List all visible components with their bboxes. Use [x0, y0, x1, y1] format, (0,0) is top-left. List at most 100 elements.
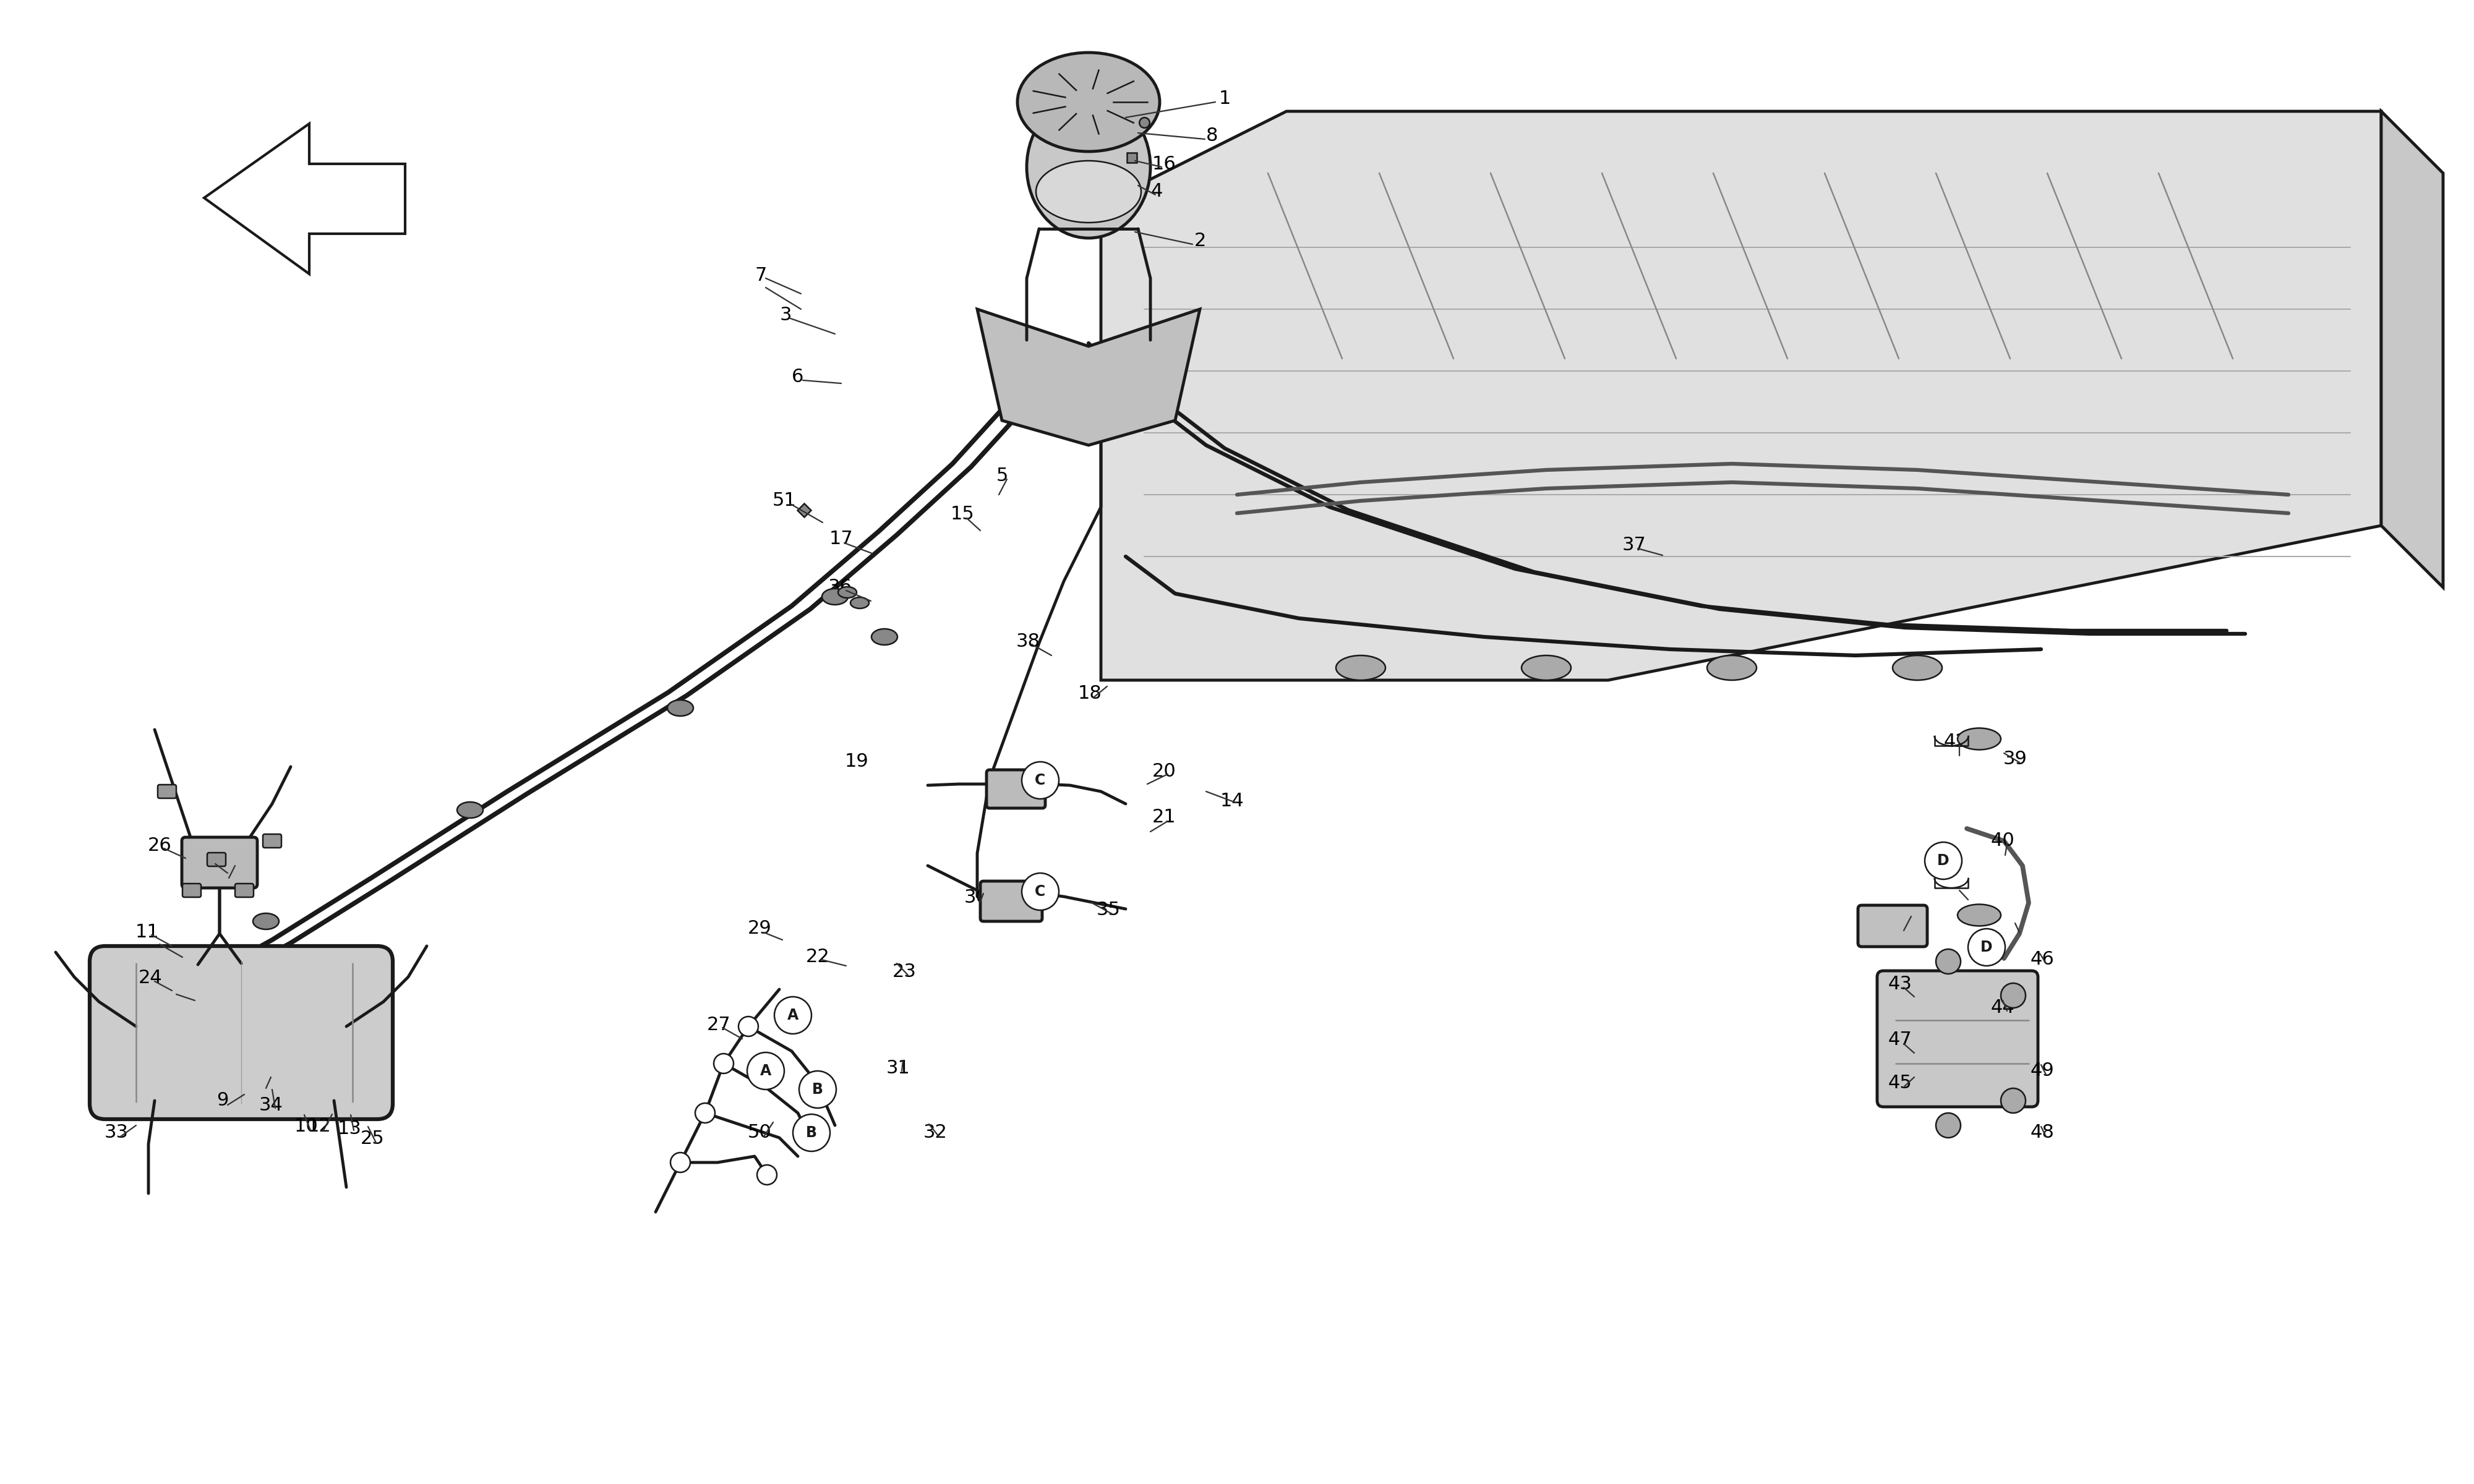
Circle shape — [1969, 929, 2004, 966]
Ellipse shape — [458, 801, 482, 818]
Text: 45: 45 — [1888, 1074, 1912, 1092]
Text: 1: 1 — [1220, 91, 1230, 108]
Text: 48: 48 — [2031, 1123, 2053, 1141]
Ellipse shape — [1522, 656, 1571, 680]
Text: 32: 32 — [923, 1123, 948, 1141]
Text: 51: 51 — [772, 491, 797, 510]
Circle shape — [1935, 950, 1959, 974]
Text: 17: 17 — [829, 530, 854, 548]
Text: 15: 15 — [950, 506, 975, 524]
Ellipse shape — [851, 597, 868, 608]
Ellipse shape — [668, 700, 693, 715]
Circle shape — [1022, 873, 1059, 910]
Text: 10: 10 — [294, 1117, 319, 1135]
FancyBboxPatch shape — [262, 834, 282, 847]
Text: 27: 27 — [708, 1015, 730, 1033]
Text: 42: 42 — [1945, 733, 1967, 751]
Ellipse shape — [1027, 96, 1150, 237]
Circle shape — [713, 1054, 732, 1073]
Circle shape — [747, 1052, 784, 1089]
Text: 7: 7 — [755, 266, 767, 283]
FancyBboxPatch shape — [1878, 971, 2039, 1107]
Text: 34: 34 — [260, 1097, 282, 1114]
Text: 19: 19 — [844, 752, 868, 770]
Text: 25: 25 — [361, 1129, 383, 1149]
Text: 36: 36 — [829, 579, 851, 597]
Text: 38: 38 — [1017, 632, 1039, 650]
FancyBboxPatch shape — [208, 853, 225, 867]
Text: 26: 26 — [148, 837, 171, 855]
Text: 44: 44 — [1992, 999, 2014, 1017]
Circle shape — [799, 1071, 836, 1109]
Text: 28: 28 — [200, 852, 223, 870]
FancyBboxPatch shape — [183, 837, 257, 887]
Ellipse shape — [1957, 904, 2001, 926]
Text: 12: 12 — [307, 1117, 332, 1135]
Text: 14: 14 — [1220, 792, 1244, 810]
Text: 20: 20 — [1153, 763, 1175, 781]
Text: 24: 24 — [139, 969, 163, 987]
Text: 23: 23 — [893, 963, 915, 981]
Text: D: D — [1937, 853, 1950, 868]
Ellipse shape — [252, 913, 280, 929]
Polygon shape — [977, 309, 1200, 445]
Text: B: B — [811, 1082, 824, 1097]
Ellipse shape — [1707, 656, 1757, 680]
Text: 47: 47 — [1888, 1031, 1912, 1049]
Circle shape — [1925, 841, 1962, 879]
Text: 40: 40 — [1992, 833, 2014, 850]
Circle shape — [670, 1153, 690, 1172]
Ellipse shape — [839, 586, 856, 598]
Text: 16: 16 — [1153, 154, 1175, 172]
Text: 49: 49 — [2031, 1063, 2053, 1080]
FancyBboxPatch shape — [1858, 905, 1927, 947]
Circle shape — [1935, 1113, 1959, 1138]
Text: 50: 50 — [747, 1123, 772, 1141]
Circle shape — [737, 1017, 757, 1036]
FancyBboxPatch shape — [89, 947, 393, 1119]
Circle shape — [1022, 761, 1059, 798]
Text: 29: 29 — [747, 920, 772, 938]
Ellipse shape — [1957, 729, 2001, 749]
Ellipse shape — [1893, 656, 1942, 680]
Circle shape — [757, 1165, 777, 1184]
Circle shape — [774, 997, 811, 1034]
Text: B: B — [807, 1125, 816, 1140]
Text: C: C — [1034, 884, 1047, 899]
Text: A: A — [760, 1064, 772, 1079]
Circle shape — [2001, 982, 2026, 1008]
Text: 41: 41 — [1888, 919, 1912, 936]
Text: 33: 33 — [104, 1123, 129, 1141]
Circle shape — [792, 1114, 831, 1152]
Text: 30: 30 — [965, 889, 987, 907]
Text: 8: 8 — [1207, 128, 1217, 145]
Ellipse shape — [821, 589, 849, 605]
Text: 43: 43 — [1888, 975, 1912, 993]
Text: 3: 3 — [779, 306, 792, 325]
FancyBboxPatch shape — [183, 883, 200, 898]
FancyBboxPatch shape — [235, 883, 255, 898]
FancyBboxPatch shape — [158, 785, 176, 798]
Text: C: C — [1034, 773, 1047, 788]
Polygon shape — [203, 123, 406, 275]
Polygon shape — [2380, 111, 2444, 588]
Text: 22: 22 — [807, 948, 829, 966]
Text: 6: 6 — [792, 368, 804, 386]
Text: 39: 39 — [2004, 751, 2026, 769]
Ellipse shape — [871, 629, 898, 646]
Text: 46: 46 — [2031, 951, 2053, 969]
Polygon shape — [1101, 111, 2380, 680]
Text: 37: 37 — [1623, 536, 1645, 555]
Text: 35: 35 — [1096, 901, 1121, 919]
Text: 4: 4 — [1150, 183, 1163, 200]
Text: 2: 2 — [1195, 232, 1205, 251]
Text: A: A — [787, 1008, 799, 1022]
Text: D: D — [1982, 939, 1992, 954]
FancyBboxPatch shape — [980, 881, 1042, 922]
Ellipse shape — [1336, 656, 1385, 680]
Text: 13: 13 — [336, 1119, 361, 1137]
FancyBboxPatch shape — [987, 770, 1044, 809]
Circle shape — [695, 1103, 715, 1123]
Text: 31: 31 — [886, 1060, 910, 1077]
Ellipse shape — [1017, 52, 1160, 151]
